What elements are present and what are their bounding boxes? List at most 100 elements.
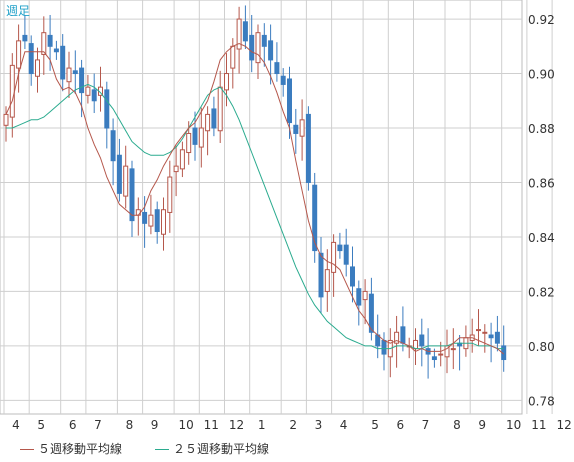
- y-tick-label: 0.84: [528, 231, 555, 245]
- candle-up: [179, 149, 185, 170]
- candle-down: [356, 288, 362, 306]
- candle-down: [268, 40, 274, 61]
- candle-down: [287, 78, 292, 124]
- candle-up: [66, 67, 72, 83]
- y-tick-label: 0.80: [528, 340, 555, 354]
- candle-up: [173, 165, 179, 173]
- candle-up: [476, 329, 481, 332]
- candle-down: [293, 124, 299, 134]
- candle-up: [161, 209, 166, 235]
- candle-up: [224, 73, 229, 91]
- legend-swatch-ma25: [155, 449, 169, 450]
- x-tick-label: 11: [531, 418, 546, 432]
- candle-down: [431, 356, 437, 361]
- candle-down: [318, 252, 324, 298]
- candle-down: [60, 45, 66, 80]
- candle-up: [198, 127, 204, 148]
- x-tick-label: 9: [151, 418, 159, 432]
- legend: ５週移動平均線 ２５週移動平均線: [0, 436, 574, 462]
- candle-up: [438, 353, 444, 356]
- x-tick-label: 12: [229, 418, 244, 432]
- x-tick-label: 6: [69, 418, 77, 432]
- x-tick-label: 8: [453, 418, 461, 432]
- candles: [3, 5, 507, 379]
- candle-up: [167, 176, 173, 213]
- candle-up: [450, 348, 456, 351]
- candle-up: [85, 86, 91, 96]
- candle-down: [22, 34, 28, 42]
- x-tick-label: 12: [556, 418, 571, 432]
- candle-up: [394, 331, 400, 344]
- candle-down: [280, 75, 286, 85]
- candle-down: [368, 293, 374, 333]
- candle-up: [35, 59, 40, 77]
- candle-up: [3, 113, 9, 126]
- plot-background: [0, 0, 523, 415]
- y-tick-label: 0.82: [528, 285, 555, 299]
- y-tick-label: 0.90: [528, 68, 555, 82]
- x-tick-label: 5: [371, 418, 379, 432]
- candle-down: [192, 127, 198, 145]
- moving-average-lines: [5, 43, 505, 355]
- candle-up: [255, 32, 261, 64]
- candle-down: [104, 89, 110, 129]
- candle-down: [211, 108, 217, 129]
- x-tick-label: 4: [12, 418, 20, 432]
- candle-down: [350, 266, 355, 287]
- candle-down: [343, 244, 349, 265]
- candle-down: [28, 43, 34, 75]
- candle-down: [242, 21, 248, 42]
- candle-up: [217, 86, 223, 132]
- x-tick-label: 4: [340, 418, 348, 432]
- x-tick-label: 8: [126, 418, 134, 432]
- candle-up: [236, 18, 242, 50]
- candle-down: [110, 130, 116, 162]
- candle-up: [9, 64, 15, 118]
- candle-down: [116, 154, 122, 194]
- candle-up: [186, 132, 192, 154]
- candle-up: [299, 119, 305, 137]
- legend-swatch-ma5: [20, 449, 34, 450]
- x-tick-label: 10: [506, 418, 521, 432]
- x-tick-label: 5: [37, 418, 45, 432]
- legend-item-ma25: ２５週移動平均線: [155, 440, 269, 457]
- x-tick-label: 3: [315, 418, 323, 432]
- x-tick-label: 10: [178, 418, 193, 432]
- candle-down: [79, 67, 85, 94]
- candle-up: [230, 45, 236, 69]
- y-axis: 0.78 0.80 0.82 0.84 0.86 0.88 0.90 0.92: [528, 13, 555, 408]
- candle-up: [16, 40, 22, 69]
- candle-down: [419, 334, 425, 347]
- candle-down: [274, 62, 280, 75]
- candle-up: [148, 214, 154, 227]
- candle-up: [205, 113, 211, 132]
- candle-down: [400, 326, 406, 344]
- legend-label-ma25: ２５週移動平均線: [173, 442, 270, 456]
- x-tick-label: 1: [258, 418, 266, 432]
- candle-up: [362, 290, 368, 301]
- candle-up: [135, 209, 141, 216]
- candle-down: [53, 48, 59, 53]
- candle-down: [91, 89, 97, 102]
- candle-down: [129, 168, 135, 222]
- x-tick-label: 6: [396, 418, 404, 432]
- candle-up: [41, 32, 47, 55]
- ma5-line: [5, 43, 505, 355]
- legend-label-ma5: ５週移動平均線: [38, 442, 123, 456]
- candle-down: [312, 184, 318, 252]
- x-tick-label: 11: [204, 418, 219, 432]
- candle-down: [72, 70, 78, 75]
- candle-down: [381, 339, 387, 355]
- x-tick-label: 2: [289, 418, 297, 432]
- candle-down: [249, 34, 255, 61]
- legend-item-ma5: ５週移動平均線: [20, 440, 122, 457]
- y-tick-label: 0.86: [528, 176, 555, 190]
- candle-down: [142, 211, 148, 224]
- x-tick-label: 7: [422, 418, 430, 432]
- x-tick-label: 9: [478, 418, 486, 432]
- x-tick-label: 7: [94, 418, 102, 432]
- candle-down: [154, 209, 160, 233]
- y-tick-label: 0.88: [528, 122, 555, 136]
- candle-up: [413, 339, 418, 350]
